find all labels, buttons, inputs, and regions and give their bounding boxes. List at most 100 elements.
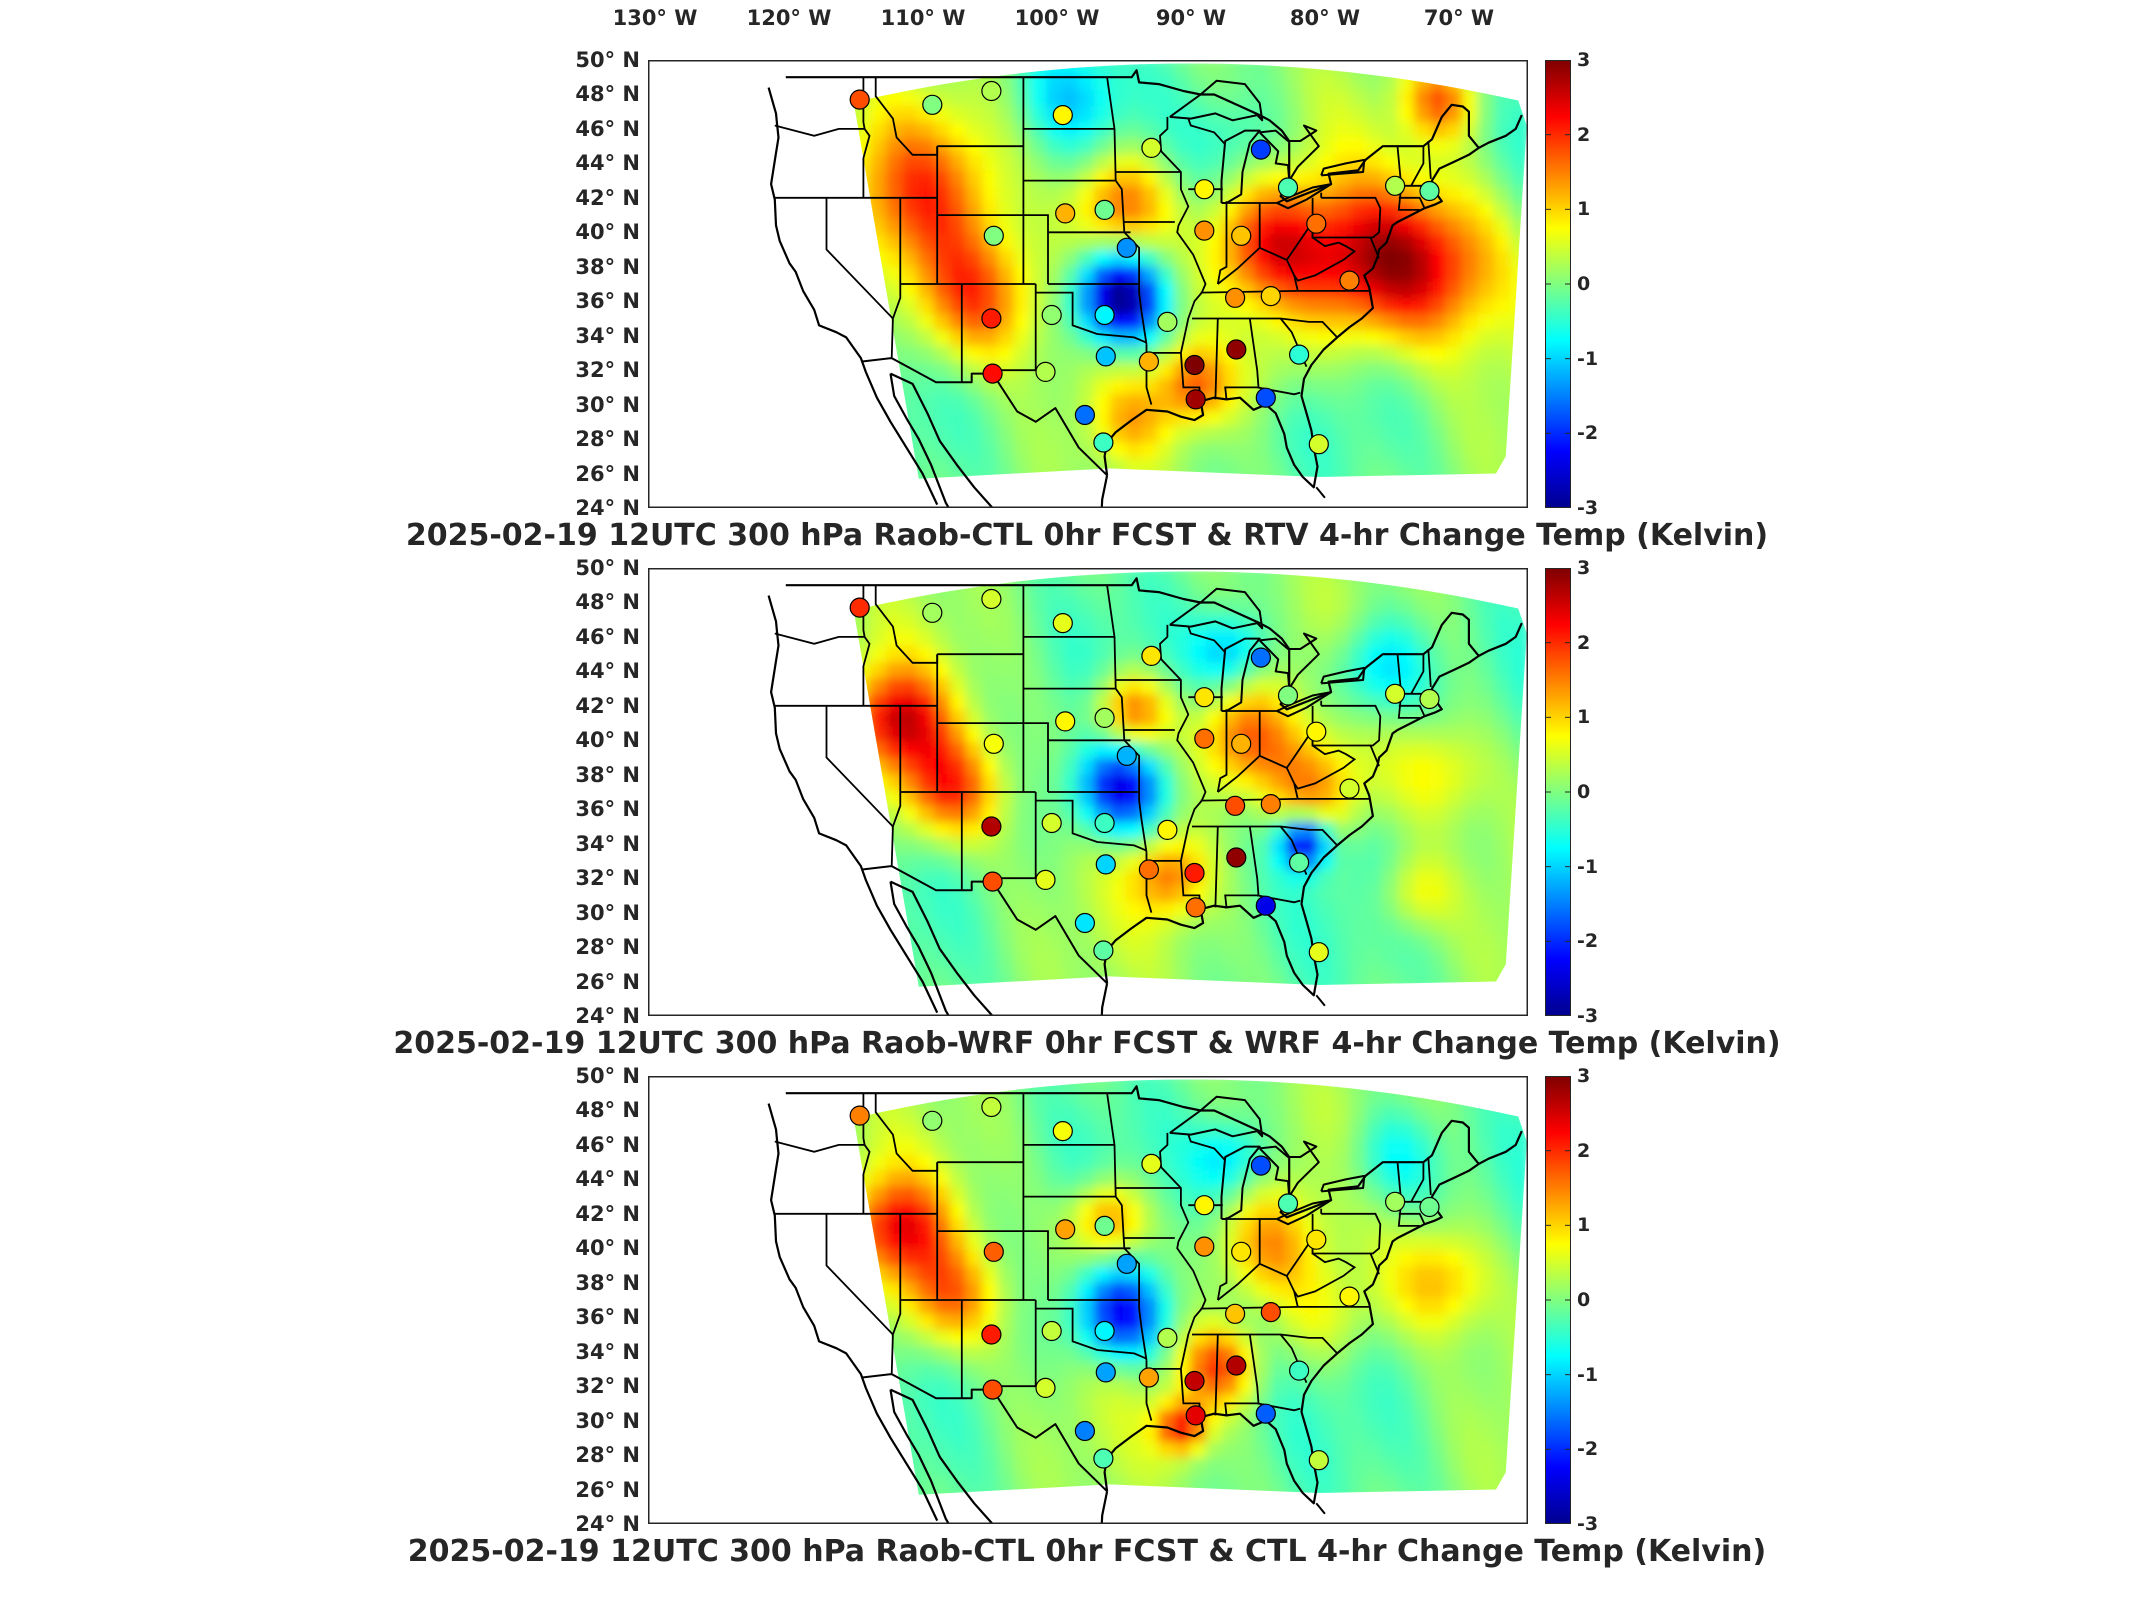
station-marker [1116, 745, 1137, 766]
station-marker [1157, 819, 1178, 840]
lon-label-90w: 90° W [1155, 6, 1227, 30]
station-marker [1074, 1420, 1095, 1442]
station-marker [1141, 137, 1162, 159]
lat-label: 38° N [575, 254, 640, 279]
colorbar-tick-label: 3 [1577, 557, 1591, 579]
station-marker [1094, 199, 1115, 220]
lat-label: 36° N [575, 289, 640, 314]
station-marker [1384, 683, 1406, 704]
raob-stations [849, 1096, 1440, 1471]
station-marker [981, 816, 1002, 837]
lat-label: 30° N [575, 1408, 640, 1433]
lat-label: 36° N [575, 797, 640, 822]
station-marker [1306, 1229, 1327, 1250]
station-marker [1288, 1360, 1310, 1381]
station-marker [1231, 225, 1252, 246]
station-marker [1041, 1320, 1062, 1342]
station-marker [982, 363, 1003, 384]
station-marker [1094, 812, 1115, 834]
lat-label: 28° N [575, 427, 640, 452]
lon-label-110w: 110° W [880, 6, 966, 30]
colorbar-tick-label: 2 [1577, 631, 1591, 654]
lat-label: 46° N [575, 624, 640, 649]
station-marker [1157, 1327, 1178, 1348]
station-marker [922, 94, 943, 115]
lat-label: 26° N [575, 461, 640, 486]
station-marker [1116, 1253, 1137, 1274]
lat-label: 40° N [575, 220, 640, 245]
lat-label: 42° N [575, 693, 640, 718]
station-marker [981, 1324, 1002, 1345]
lat-label: 50° N [575, 556, 640, 580]
station-marker [1277, 1193, 1299, 1214]
station-marker [1094, 304, 1115, 326]
map-frame [648, 60, 1528, 508]
station-marker [849, 597, 870, 618]
map-frame [648, 568, 1528, 1016]
station-marker [1260, 794, 1281, 815]
colorbar-tick-label: 1 [1577, 1214, 1591, 1237]
station-marker [1052, 1120, 1073, 1142]
station-marker [983, 733, 1004, 754]
station-marker [1255, 1403, 1276, 1424]
lat-label: 34° N [575, 323, 640, 348]
station-marker [1138, 351, 1159, 372]
station-marker [1339, 778, 1360, 799]
station-marker [1184, 1370, 1205, 1392]
lat-label: 30° N [575, 900, 640, 925]
station-marker [1260, 286, 1281, 307]
station-marker [1052, 104, 1073, 126]
station-marker [1308, 1450, 1329, 1471]
station-marker [1035, 1377, 1056, 1398]
station-marker [922, 1110, 943, 1131]
lat-label: 30° N [575, 392, 640, 417]
colorbar-tick-label: 0 [1577, 781, 1591, 803]
station-marker [1419, 180, 1440, 202]
station-marker [1055, 1219, 1076, 1240]
station-marker [1194, 1195, 1215, 1216]
station-marker [1093, 432, 1114, 453]
station-marker [981, 80, 1002, 102]
station-marker [1185, 1405, 1206, 1426]
colorbar-tick-label: -1 [1577, 855, 1599, 878]
station-marker [1157, 311, 1178, 332]
colorbar-tick-label: -3 [1577, 497, 1599, 519]
colorbar-tick-label: -3 [1577, 1005, 1599, 1027]
colorbar-tick-label: 1 [1577, 198, 1591, 221]
colorbar-1 [1545, 60, 1571, 508]
colorbar-tick-label: 1 [1577, 706, 1591, 729]
station-marker [1194, 220, 1215, 241]
station-marker [981, 1096, 1002, 1118]
station-marker [1055, 711, 1076, 732]
station-marker [1306, 721, 1327, 742]
lat-label: 50° N [575, 1064, 640, 1088]
station-marker [1277, 685, 1299, 706]
station-marker [1419, 688, 1440, 710]
lat-label: 24° N [575, 1512, 640, 1536]
lat-label: 46° N [575, 116, 640, 141]
station-marker [1250, 647, 1272, 668]
colorbar-3 [1545, 1076, 1571, 1524]
lat-label: 38° N [575, 762, 640, 787]
station-marker [1277, 177, 1299, 198]
lat-label: 44° N [575, 151, 640, 176]
map-panel-1 [648, 60, 1528, 508]
geography-lines [767, 577, 1523, 1016]
station-marker [1052, 612, 1073, 634]
station-marker [981, 588, 1002, 610]
geography-lines [767, 69, 1523, 508]
station-marker [1194, 179, 1215, 200]
station-marker [1074, 404, 1095, 426]
station-marker [1055, 203, 1076, 224]
lat-label: 44° N [575, 1167, 640, 1192]
station-marker [1138, 1367, 1159, 1388]
station-marker [981, 308, 1002, 329]
colorbar-tick-label: 0 [1577, 273, 1591, 295]
station-marker [1185, 897, 1206, 918]
station-marker [1260, 1302, 1281, 1323]
station-marker [1224, 1303, 1246, 1324]
raob-stations [849, 80, 1440, 455]
station-marker [1419, 1196, 1440, 1218]
lat-label: 40° N [575, 728, 640, 753]
lat-label: 32° N [575, 1374, 640, 1399]
